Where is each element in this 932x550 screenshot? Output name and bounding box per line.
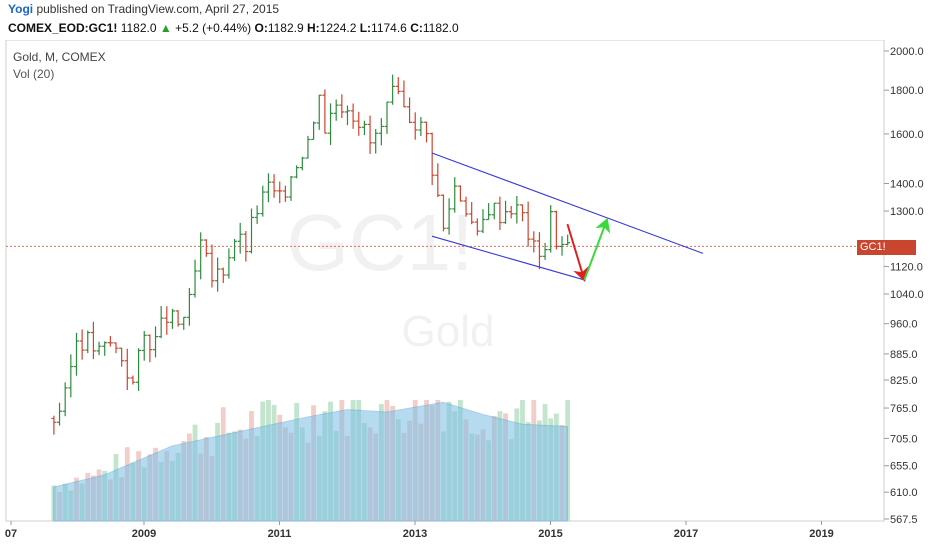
open-value: 1182.9 [267, 21, 304, 35]
x-tick-label: 2019 [809, 528, 833, 540]
ticker-symbol[interactable]: COMEX_EOD:GC1! [8, 21, 118, 35]
price-chart[interactable]: GC1! Gold 567.5 610.0 655.0 705.0 765.0 825.0 88… [0, 40, 932, 550]
open-label: O: [254, 21, 268, 35]
x-tick-label: 2015 [538, 528, 562, 540]
volume-legend: Vol (20) [13, 67, 55, 81]
arrow-down-icon [566, 223, 589, 282]
x-tick-label: 07 [5, 528, 17, 540]
close-label: C: [410, 21, 423, 35]
price-change: +5.2 (+0.44%) [175, 21, 252, 35]
up-triangle-icon: ▲ [159, 21, 172, 35]
publish-header: Yogi published on TradingView.com, April… [8, 2, 279, 16]
watermark-name: Gold [402, 307, 495, 356]
y-tick-label: 1600.0 [890, 129, 924, 141]
x-tick-label: 2017 [674, 528, 698, 540]
low-value: 1174.6 [371, 21, 407, 35]
channel-upper-line [431, 152, 704, 254]
y-tick-label: 1040.0 [890, 289, 924, 301]
y-tick-label: 1800.0 [890, 85, 924, 97]
y-tick-label: 1120.0 [890, 261, 923, 273]
author-link[interactable]: Yogi [8, 2, 34, 16]
low-label: L: [359, 21, 372, 35]
x-tick-label: 2013 [403, 528, 427, 540]
y-tick-label: 960.0 [890, 319, 918, 331]
series-legend: Gold, M, COMEX [13, 50, 106, 64]
published-text: published on TradingView.com, April 27, … [36, 2, 280, 16]
ticker-bar: COMEX_EOD:GC1! 1182.0 ▲ +5.2 (+0.44%) O:… [8, 21, 459, 35]
price-tag-value: 1182.0 [857, 256, 890, 268]
y-tick-label: 2000.0 [890, 46, 924, 58]
close-value: 1182.0 [422, 21, 459, 35]
y-tick-label: 567.5 [890, 514, 918, 526]
x-tick-label: 2011 [268, 528, 292, 540]
y-tick-label: 885.0 [890, 349, 918, 361]
x-tick-label: 2009 [132, 528, 156, 540]
y-tick-label: 765.0 [890, 403, 918, 415]
channel-lower-line [431, 235, 585, 281]
price-tag-symbol: GC1! [860, 241, 886, 253]
y-tick-label: 1400.0 [890, 179, 924, 191]
arrow-up-icon [583, 217, 611, 281]
y-tick-label: 825.0 [890, 375, 918, 387]
high-label: H: [307, 21, 320, 35]
high-value: 1224.2 [319, 21, 357, 35]
watermark-symbol: GC1! [287, 198, 474, 287]
last-price-tag: GC1! 1182.0 [857, 240, 916, 268]
volume-ma-area [53, 401, 568, 522]
y-tick-label: 610.0 [890, 487, 918, 499]
last-price: 1182.0 [120, 21, 157, 35]
y-tick-label: 705.0 [890, 433, 918, 445]
y-tick-label: 655.0 [890, 461, 918, 473]
y-tick-label: 1300.0 [890, 206, 924, 218]
